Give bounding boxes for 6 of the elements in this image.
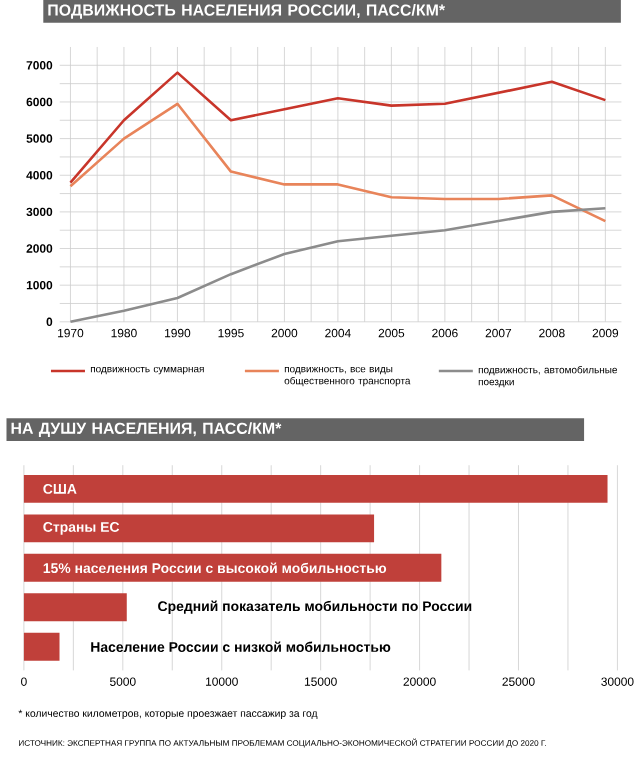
bar (23, 553, 442, 582)
line-series (68, 102, 607, 223)
bar (23, 593, 127, 622)
bar (23, 514, 374, 543)
bar (23, 632, 60, 661)
bar (23, 474, 608, 503)
